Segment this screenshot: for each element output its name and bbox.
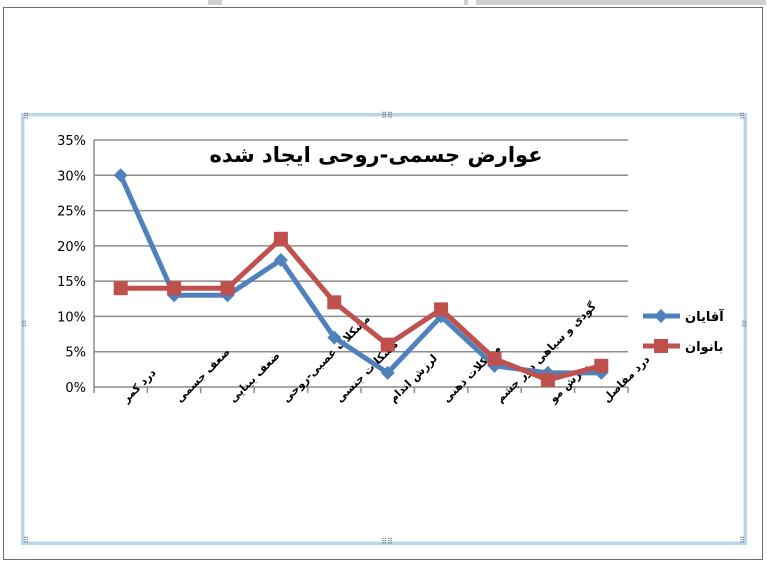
y-tick-label: 5% bbox=[65, 346, 86, 361]
data-point bbox=[327, 330, 342, 345]
data-point bbox=[220, 281, 235, 296]
series-layer bbox=[113, 168, 609, 387]
legend-label: آقایان bbox=[685, 308, 724, 325]
resize-handle-top-left[interactable]: ⠿ bbox=[23, 112, 29, 121]
resize-handle-bottom-right[interactable]: ⠿ bbox=[739, 536, 745, 545]
data-point bbox=[327, 295, 342, 310]
y-tick-label: 10% bbox=[57, 310, 86, 325]
data-point bbox=[113, 168, 128, 183]
x-tick-label: ضعف جسمی bbox=[173, 345, 233, 405]
data-point bbox=[487, 351, 502, 366]
series-0 bbox=[113, 168, 609, 380]
x-tick-label: ضعف بینایی bbox=[226, 349, 282, 405]
resize-handle-top[interactable]: ⠿⠿ bbox=[381, 111, 393, 120]
resize-handle-right[interactable]: ⠿ bbox=[741, 320, 747, 329]
legend-entry: آقایان bbox=[643, 308, 724, 325]
x-tick-label: درد کمر bbox=[119, 366, 159, 406]
y-tick-label: 0% bbox=[65, 381, 86, 396]
y-tick-label: 30% bbox=[57, 169, 86, 184]
x-tick-label: لرزش اندام bbox=[387, 352, 440, 405]
y-axis-ticks: 0% 5% 10% 15% 20% 25% 30% 35% bbox=[57, 134, 86, 396]
ruler-mark bbox=[476, 0, 766, 5]
data-point bbox=[380, 337, 395, 352]
legend-label: بانوان bbox=[685, 340, 723, 355]
data-point bbox=[113, 281, 128, 296]
resize-handle-top-right[interactable]: ⠿ bbox=[739, 112, 745, 121]
ruler-mark bbox=[208, 0, 222, 5]
series-1 bbox=[113, 231, 609, 387]
legend: آقایان بانوان bbox=[643, 308, 724, 355]
y-tick-label: 25% bbox=[57, 205, 86, 220]
data-point bbox=[380, 365, 395, 380]
data-point bbox=[273, 252, 288, 267]
series-line bbox=[118, 236, 604, 383]
chart-container[interactable]: ⠿ ⠿⠿ ⠿ ⠿ ⠿ ⠿ ⠿⠿ ⠿ bbox=[21, 111, 747, 546]
data-point bbox=[594, 358, 609, 373]
y-tick-label: 15% bbox=[57, 275, 86, 290]
data-point bbox=[167, 281, 182, 296]
resize-handle-bottom[interactable]: ⠿⠿ bbox=[381, 537, 393, 546]
data-point bbox=[540, 372, 555, 387]
legend-swatch-marker bbox=[654, 339, 668, 353]
series-line bbox=[118, 172, 604, 376]
y-tick-label: 20% bbox=[57, 240, 86, 255]
chart-title: عوارض جسمی-روحی ایجاد شده bbox=[209, 143, 542, 167]
data-point bbox=[273, 231, 288, 246]
legend-swatch-marker bbox=[654, 309, 668, 323]
resize-handle-bottom-left[interactable]: ⠿ bbox=[23, 536, 29, 545]
grid-lines bbox=[93, 139, 629, 393]
data-point bbox=[434, 302, 449, 317]
y-tick-label: 35% bbox=[57, 134, 86, 149]
ruler-mark bbox=[464, 0, 468, 5]
resize-handle-left[interactable]: ⠿ bbox=[21, 320, 27, 329]
legend-entry: بانوان bbox=[643, 339, 723, 355]
